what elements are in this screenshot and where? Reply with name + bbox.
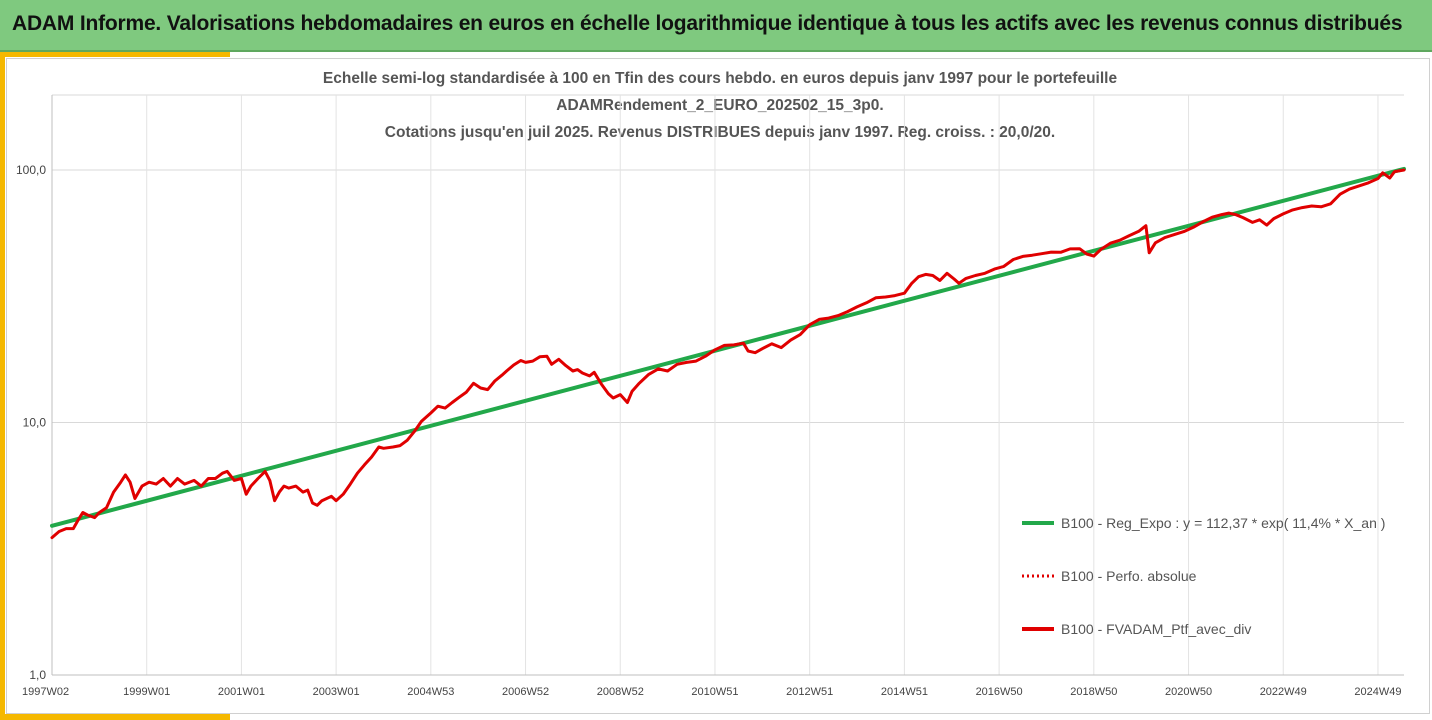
x-tick-label: 2006W52 [502,686,549,698]
chart-title-line-3: Cotations jusqu'en juil 2025. Revenus DI… [384,124,1056,141]
legend-label: B100 - Perfo. absolue [1061,568,1197,584]
title-banner: ADAM Informe. Valorisations hebdomadaire… [0,0,1432,52]
chart-frame [6,58,1430,714]
x-tick-label: 2024W49 [1354,686,1401,698]
x-tick-label: 2014W51 [881,686,928,698]
x-tick-label: 2018W50 [1070,686,1117,698]
x-tick-label: 2020W50 [1165,686,1212,698]
x-tick-label: 1999W01 [123,686,170,698]
x-tick-label: 2003W01 [313,686,360,698]
accent-bar-bottom [0,714,230,720]
x-tick-label: 2010W51 [691,686,738,698]
accent-bar-left [0,52,5,720]
accent-bar-top [0,52,230,57]
chart-title-line-2: ADAMRendement_2_EURO_202502_15_3p0. [556,97,884,114]
x-tick-label: 2008W52 [597,686,644,698]
series-line [50,166,1406,528]
x-tick-label: 2016W50 [976,686,1023,698]
x-tick-label: 2012W51 [786,686,833,698]
y-tick-label: 100,0 [16,163,46,177]
legend-label: B100 - FVADAM_Ptf_avec_div [1061,621,1251,637]
y-tick-label: 10,0 [23,416,47,430]
y-tick-label: 1,0 [29,668,46,682]
chart-title-line-1: Echelle semi-log standardisée à 100 en T… [322,70,1118,87]
x-tick-label: 2022W49 [1260,686,1307,698]
legend-label: B100 - Reg_Expo : y = 112,37 * exp( 11,4… [1061,515,1385,531]
x-tick-label: 2001W01 [218,686,265,698]
report-title: ADAM Informe. Valorisations hebdomadaire… [12,12,1403,35]
x-tick-label: 2004W53 [407,686,454,698]
series-line [50,168,1406,540]
x-tick-label: 1997W02 [22,686,69,698]
